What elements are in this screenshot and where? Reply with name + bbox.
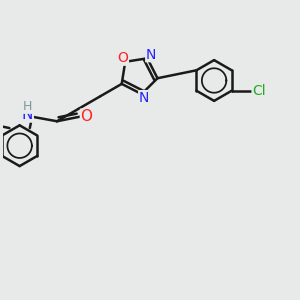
- Text: N: N: [22, 107, 33, 122]
- Text: Cl: Cl: [252, 84, 266, 98]
- Text: H: H: [23, 100, 32, 113]
- Text: N: N: [146, 48, 156, 62]
- Text: O: O: [118, 51, 128, 65]
- Text: N: N: [139, 91, 149, 105]
- Text: O: O: [80, 109, 92, 124]
